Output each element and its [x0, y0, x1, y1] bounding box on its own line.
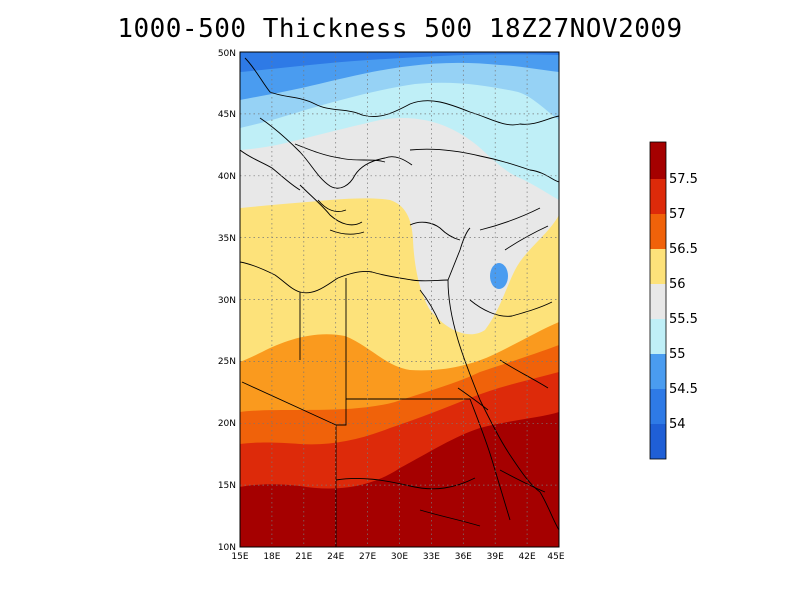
cold-cell-east [490, 263, 508, 289]
colorbar-label: 54 [669, 417, 686, 432]
colorbar-swatch [650, 389, 666, 424]
lat-tick-label: 30N [218, 296, 236, 306]
lat-tick-label: 20N [218, 419, 236, 429]
band-lowest [240, 52, 559, 72]
lon-axis: 15E 18E 21E 24E 27E 30E 33E 36E 39E 42E … [231, 552, 564, 562]
lat-tick-label: 40N [218, 172, 236, 182]
lat-tick-label: 45N [218, 110, 236, 120]
lat-tick-label: 10N [218, 543, 236, 553]
lon-tick-label: 39E [487, 552, 504, 562]
colorbar-label: 54.5 [669, 382, 698, 397]
chart-title: 1000-500 Thickness 500 18Z27NOV2009 [117, 14, 683, 44]
lat-axis: 10N 15N 20N 25N 30N 35N 40N 45N 50N [218, 49, 236, 553]
colorbar-swatch [650, 214, 666, 249]
lon-tick-label: 15E [231, 552, 248, 562]
lon-tick-label: 33E [423, 552, 440, 562]
colorbar-label: 55 [669, 347, 686, 362]
lon-tick-label: 24E [327, 552, 344, 562]
colorbar-swatch [650, 249, 666, 284]
colorbar-swatch [650, 319, 666, 354]
lat-tick-label: 35N [218, 234, 236, 244]
lon-tick-label: 36E [455, 552, 472, 562]
colorbar-swatch [650, 354, 666, 389]
colorbar-swatch [650, 142, 666, 179]
plot-frame [239, 51, 560, 548]
lat-tick-label: 15N [218, 481, 236, 491]
colorbar-frame [649, 141, 667, 460]
lon-tick-label: 27E [359, 552, 376, 562]
colorbar: 54 54.5 55 55.5 56 56.5 57 57.5 [649, 141, 698, 460]
colorbar-label: 57.5 [669, 172, 698, 187]
borders [241, 278, 546, 547]
lat-tick-label: 50N [218, 49, 236, 59]
colorbar-label: 56.5 [669, 242, 698, 257]
colorbar-swatch [650, 179, 666, 214]
colorbar-swatch [650, 424, 666, 459]
colorbar-label: 57 [669, 207, 686, 222]
lon-tick-label: 30E [391, 552, 408, 562]
lat-tick-label: 25N [218, 357, 236, 367]
coastlines [240, 57, 559, 531]
colorbar-swatch [650, 284, 666, 319]
colorbar-label: 55.5 [669, 312, 698, 327]
lon-tick-label: 18E [263, 552, 280, 562]
warm-cell-west [240, 265, 258, 293]
lon-tick-label: 21E [295, 552, 312, 562]
colorbar-label: 56 [669, 277, 686, 292]
gridlines [240, 52, 559, 547]
lon-tick-label: 42E [519, 552, 536, 562]
lon-tick-label: 45E [547, 552, 564, 562]
